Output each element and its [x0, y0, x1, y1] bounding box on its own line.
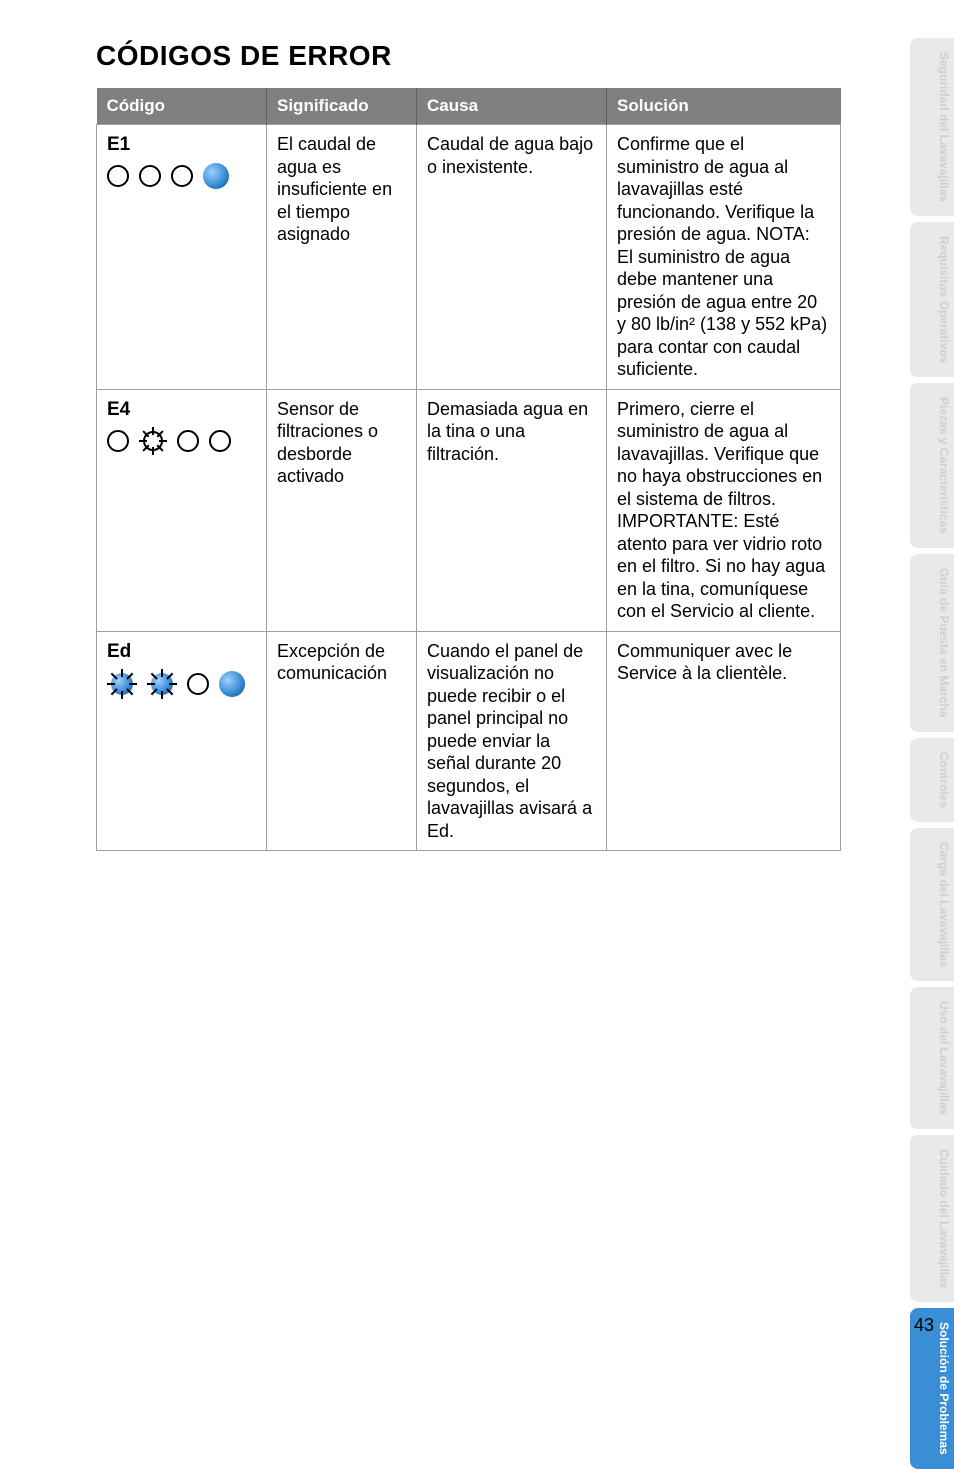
tab-requisitos[interactable]: Requisitos Operativos [910, 222, 954, 377]
page-content: CÓDIGOS DE ERROR Código Significado Caus… [0, 0, 840, 851]
table-row: E4 [97, 389, 841, 631]
cell-solucion: Communiquer avec le Service à la clientè… [607, 631, 841, 851]
led-off-icon [139, 165, 161, 187]
led-off-icon [187, 673, 209, 695]
tab-guia[interactable]: Guía de Puesta en Marcha [910, 554, 954, 731]
cell-code: E1 [97, 125, 267, 390]
led-off-icon [171, 165, 193, 187]
tab-piezas[interactable]: Piezas y Características [910, 383, 954, 548]
led-off-icon [177, 430, 199, 452]
cell-causa: Demasiada agua en la tina o una filtraci… [417, 389, 607, 631]
tab-carga[interactable]: Carga del Lavavajillas [910, 828, 954, 981]
cell-significado: Sensor de filtraciones o desborde activa… [267, 389, 417, 631]
header-significado: Significado [267, 88, 417, 125]
cell-significado: Excepción de comunicación [267, 631, 417, 851]
table-row: Ed [97, 631, 841, 851]
cell-code: E4 [97, 389, 267, 631]
code-label: E1 [107, 133, 256, 157]
led-on-icon [203, 163, 229, 189]
led-off-icon [107, 165, 129, 187]
error-codes-table: Código Significado Causa Solución E1 [96, 88, 841, 851]
led-indicator-e4 [107, 427, 256, 455]
tab-uso[interactable]: Uso del Lavavajillas [910, 987, 954, 1129]
cell-solucion: Confirme que el suministro de agua al la… [607, 125, 841, 390]
header-codigo: Código [97, 88, 267, 125]
page-title: CÓDIGOS DE ERROR [96, 40, 840, 72]
section-tabs: Seguridad del Lavavajillas Requisitos Op… [910, 38, 954, 1469]
code-label: Ed [107, 640, 256, 664]
page-number: 43 [914, 1315, 934, 1336]
led-on-icon [219, 671, 245, 697]
cell-causa: Caudal de agua bajo o inexistente. [417, 125, 607, 390]
header-solucion: Solución [607, 88, 841, 125]
tab-controles[interactable]: Controles [910, 738, 954, 822]
led-indicator-ed [107, 669, 256, 699]
led-on-blink-icon [147, 669, 177, 699]
table-header-row: Código Significado Causa Solución [97, 88, 841, 125]
led-off-icon [107, 430, 129, 452]
table-row: E1 El caudal de agua es insuficiente en … [97, 125, 841, 390]
led-on-blink-icon [107, 669, 137, 699]
led-indicator-e1 [107, 163, 256, 189]
tab-cuidado[interactable]: Cuidado del Lavavajillas [910, 1135, 954, 1302]
cell-solucion: Primero, cierre el suministro de agua al… [607, 389, 841, 631]
tab-seguridad[interactable]: Seguridad del Lavavajillas [910, 38, 954, 216]
led-off-icon [209, 430, 231, 452]
cell-code: Ed [97, 631, 267, 851]
cell-significado: El caudal de agua es insuficiente en el … [267, 125, 417, 390]
led-blink-icon [139, 427, 167, 455]
cell-causa: Cuando el panel de visualización no pued… [417, 631, 607, 851]
code-label: E4 [107, 398, 256, 422]
header-causa: Causa [417, 88, 607, 125]
